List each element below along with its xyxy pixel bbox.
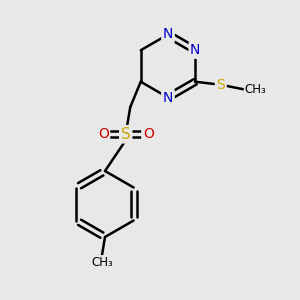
Text: S: S [121, 127, 130, 142]
Text: O: O [98, 127, 109, 141]
Text: O: O [143, 127, 154, 141]
Text: CH₃: CH₃ [245, 83, 266, 96]
Text: S: S [216, 78, 225, 92]
Text: CH₃: CH₃ [91, 256, 113, 269]
Text: N: N [163, 91, 173, 104]
Text: N: N [190, 43, 200, 57]
Text: N: N [163, 28, 173, 41]
